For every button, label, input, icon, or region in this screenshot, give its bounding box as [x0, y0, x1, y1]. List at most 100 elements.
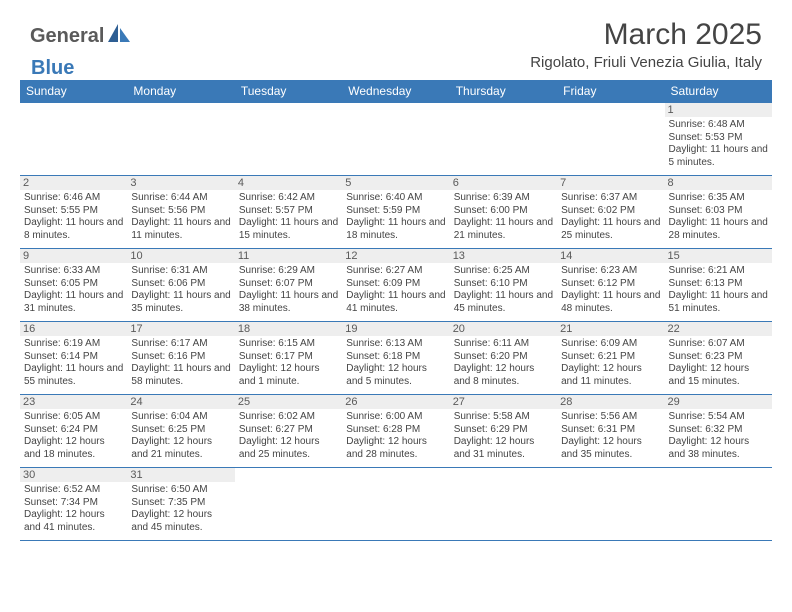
brand-logo: General [30, 24, 130, 49]
day-number: 29 [665, 395, 772, 409]
calendar-cell: 5Sunrise: 6:40 AMSunset: 5:59 PMDaylight… [342, 176, 449, 249]
day-details: Sunrise: 6:13 AMSunset: 6:18 PMDaylight:… [346, 338, 445, 388]
day-number: 13 [450, 249, 557, 263]
day-number: 12 [342, 249, 449, 263]
day-number: 11 [235, 249, 342, 263]
calendar-cell: 16 Sunrise: 6:19 AMSunset: 6:14 PMDayligh… [20, 322, 127, 395]
calendar-cell-empty [235, 103, 342, 176]
day-details: Sunrise: 6:02 AMSunset: 6:27 PMDaylight:… [239, 411, 338, 461]
calendar-cell-empty [450, 468, 557, 541]
day-number: 25 [235, 395, 342, 409]
day-details: Sunrise: 6:09 AMSunset: 6:21 PMDaylight:… [561, 338, 660, 388]
calendar-cell-empty [665, 468, 772, 541]
calendar-cell: 15Sunrise: 6:21 AMSunset: 6:13 PMDayligh… [665, 249, 772, 322]
calendar-row: 16 Sunrise: 6:19 AMSunset: 6:14 PMDayligh… [20, 322, 772, 395]
col-header: Wednesday [342, 80, 449, 103]
calendar-cell: 13 Sunrise: 6:25 AMSunset: 6:10 PMDayligh… [450, 249, 557, 322]
sail-icon [108, 24, 130, 49]
col-header: Thursday [450, 80, 557, 103]
day-number: 3 [127, 176, 234, 190]
day-details: Sunrise: 6:04 AMSunset: 6:25 PMDaylight:… [131, 411, 230, 461]
col-header: Monday [127, 80, 234, 103]
day-number: 27 [450, 395, 557, 409]
calendar-table: SundayMondayTuesdayWednesdayThursdayFrid… [20, 80, 772, 541]
day-number: 22 [665, 322, 772, 336]
calendar-cell: 20 Sunrise: 6:11 AMSunset: 6:20 PMDayligh… [450, 322, 557, 395]
calendar-cell: 3 Sunrise: 6:44 AMSunset: 5:56 PMDaylight… [127, 176, 234, 249]
calendar-cell: 24 Sunrise: 6:04 AMSunset: 6:25 PMDayligh… [127, 395, 234, 468]
day-details: Sunrise: 6:37 AMSunset: 6:02 PMDaylight:… [561, 192, 660, 242]
calendar-cell: 27 Sunrise: 5:58 AMSunset: 6:29 PMDayligh… [450, 395, 557, 468]
day-number: 14 [557, 249, 664, 263]
day-number: 30 [20, 468, 127, 482]
calendar-cell: 18 Sunrise: 6:15 AMSunset: 6:17 PMDayligh… [235, 322, 342, 395]
col-header: Saturday [665, 80, 772, 103]
calendar-cell: 29 Sunrise: 5:54 AMSunset: 6:32 PMDayligh… [665, 395, 772, 468]
calendar-cell-empty [450, 103, 557, 176]
calendar-cell-empty [557, 103, 664, 176]
day-details: Sunrise: 6:50 AMSunset: 7:35 PMDaylight:… [131, 484, 230, 534]
calendar-cell: 2Sunrise: 6:46 AMSunset: 5:55 PMDaylight… [20, 176, 127, 249]
day-details: Sunrise: 6:52 AMSunset: 7:34 PMDaylight:… [24, 484, 123, 534]
day-number: 20 [450, 322, 557, 336]
day-details: Sunrise: 6:25 AMSunset: 6:10 PMDaylight:… [454, 265, 553, 315]
day-details: Sunrise: 6:05 AMSunset: 6:24 PMDaylight:… [24, 411, 123, 461]
day-number: 10 [127, 249, 234, 263]
day-details: Sunrise: 6:35 AMSunset: 6:03 PMDaylight:… [669, 192, 768, 242]
day-number: 26 [342, 395, 449, 409]
calendar-cell-empty [342, 468, 449, 541]
day-details: Sunrise: 6:42 AMSunset: 5:57 PMDaylight:… [239, 192, 338, 242]
calendar-row: 23 Sunrise: 6:05 AMSunset: 6:24 PMDayligh… [20, 395, 772, 468]
day-details: Sunrise: 6:23 AMSunset: 6:12 PMDaylight:… [561, 265, 660, 315]
brand-part2: Blue [31, 57, 74, 79]
day-number: 8 [665, 176, 772, 190]
calendar-row: 2Sunrise: 6:46 AMSunset: 5:55 PMDaylight… [20, 176, 772, 249]
calendar-cell-empty [342, 103, 449, 176]
month-title: March 2025 [530, 18, 762, 52]
col-header: Sunday [20, 80, 127, 103]
day-number: 16 [20, 322, 127, 336]
day-details: Sunrise: 6:17 AMSunset: 6:16 PMDaylight:… [131, 338, 230, 388]
day-number: 21 [557, 322, 664, 336]
calendar-cell: 21 Sunrise: 6:09 AMSunset: 6:21 PMDayligh… [557, 322, 664, 395]
col-header: Tuesday [235, 80, 342, 103]
calendar-cell-empty [127, 103, 234, 176]
day-number: 9 [20, 249, 127, 263]
day-number: 28 [557, 395, 664, 409]
day-details: Sunrise: 6:27 AMSunset: 6:09 PMDaylight:… [346, 265, 445, 315]
day-number: 18 [235, 322, 342, 336]
calendar-cell: 22Sunrise: 6:07 AMSunset: 6:23 PMDayligh… [665, 322, 772, 395]
day-details: Sunrise: 6:48 AMSunset: 5:53 PMDaylight:… [669, 119, 768, 169]
calendar-cell: 25 Sunrise: 6:02 AMSunset: 6:27 PMDayligh… [235, 395, 342, 468]
calendar-cell-empty [557, 468, 664, 541]
col-header: Friday [557, 80, 664, 103]
day-number: 4 [235, 176, 342, 190]
day-number: 31 [127, 468, 234, 482]
day-details: Sunrise: 6:44 AMSunset: 5:56 PMDaylight:… [131, 192, 230, 242]
calendar-row: 30 Sunrise: 6:52 AMSunset: 7:34 PMDayligh… [20, 468, 772, 541]
calendar-cell: 9Sunrise: 6:33 AMSunset: 6:05 PMDaylight… [20, 249, 127, 322]
day-number: 7 [557, 176, 664, 190]
calendar-cell: 30 Sunrise: 6:52 AMSunset: 7:34 PMDayligh… [20, 468, 127, 541]
day-details: Sunrise: 6:46 AMSunset: 5:55 PMDaylight:… [24, 192, 123, 242]
brand-part1: General [30, 25, 104, 48]
day-details: Sunrise: 6:15 AMSunset: 6:17 PMDaylight:… [239, 338, 338, 388]
day-details: Sunrise: 6:11 AMSunset: 6:20 PMDaylight:… [454, 338, 553, 388]
calendar-cell-empty [20, 103, 127, 176]
calendar-cell: 1Sunrise: 6:48 AMSunset: 5:53 PMDaylight… [665, 103, 772, 176]
calendar-cell: 19 Sunrise: 6:13 AMSunset: 6:18 PMDayligh… [342, 322, 449, 395]
day-details: Sunrise: 6:19 AMSunset: 6:14 PMDaylight:… [24, 338, 123, 388]
calendar-cell: 10Sunrise: 6:31 AMSunset: 6:06 PMDayligh… [127, 249, 234, 322]
day-number: 23 [20, 395, 127, 409]
day-details: Sunrise: 5:58 AMSunset: 6:29 PMDaylight:… [454, 411, 553, 461]
day-number: 24 [127, 395, 234, 409]
calendar-cell: 14 Sunrise: 6:23 AMSunset: 6:12 PMDayligh… [557, 249, 664, 322]
calendar-cell-empty [235, 468, 342, 541]
title-block: March 2025 Rigolato, Friuli Venezia Giul… [530, 18, 762, 71]
calendar-row: 9Sunrise: 6:33 AMSunset: 6:05 PMDaylight… [20, 249, 772, 322]
day-number: 19 [342, 322, 449, 336]
calendar-cell: 4 Sunrise: 6:42 AMSunset: 5:57 PMDaylight… [235, 176, 342, 249]
day-details: Sunrise: 5:54 AMSunset: 6:32 PMDaylight:… [669, 411, 768, 461]
calendar-cell: 26Sunrise: 6:00 AMSunset: 6:28 PMDayligh… [342, 395, 449, 468]
day-number: 15 [665, 249, 772, 263]
